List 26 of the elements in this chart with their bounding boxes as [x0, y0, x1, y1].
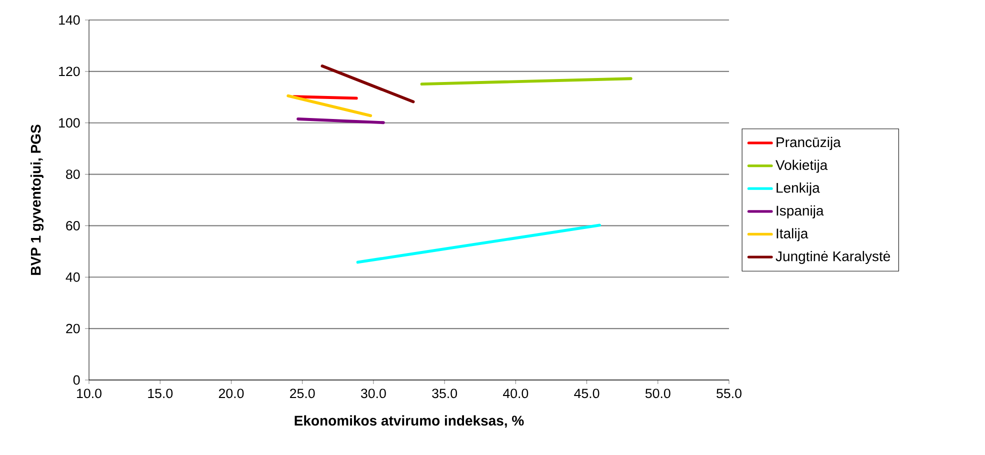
x-tick-label: 40.0: [503, 388, 528, 398]
x-tick-label: 50.0: [645, 388, 670, 398]
x-tick-label: 20.0: [218, 388, 244, 398]
legend-label: Prancūzija: [776, 136, 841, 150]
legend-label: Vokietija: [776, 160, 828, 173]
y-tick-label: 120: [59, 66, 80, 76]
legend-label: Italija: [776, 228, 808, 242]
x-tick-label: 15.0: [148, 388, 173, 398]
y-axis-title: BVP 1 gyventojui, PGS: [30, 124, 44, 275]
x-tick-label: 30.0: [360, 388, 386, 398]
x-tick-label: 25.0: [290, 388, 315, 398]
y-tick-label: 60: [66, 221, 80, 230]
y-tick-label: 40: [66, 272, 80, 282]
legend-label: Jungtinė Karalystė: [776, 250, 890, 264]
x-tick-label: 35.0: [432, 388, 458, 398]
legend-label: Ispanija: [776, 205, 824, 218]
x-axis-title: Ekonomikos atvirumo indeksas, %: [294, 415, 524, 428]
y-tick-label: 20: [66, 324, 80, 334]
x-tick-label: 45.0: [574, 388, 600, 398]
x-tick-label: 55.0: [716, 388, 742, 398]
y-tick-label: 80: [66, 170, 80, 180]
y-tick-label: 140: [59, 15, 80, 25]
x-tick-label: 10.0: [77, 388, 102, 398]
y-tick-label: 0: [73, 375, 80, 385]
legend-label: Lenkija: [776, 182, 820, 196]
y-tick-label: 100: [59, 118, 80, 128]
